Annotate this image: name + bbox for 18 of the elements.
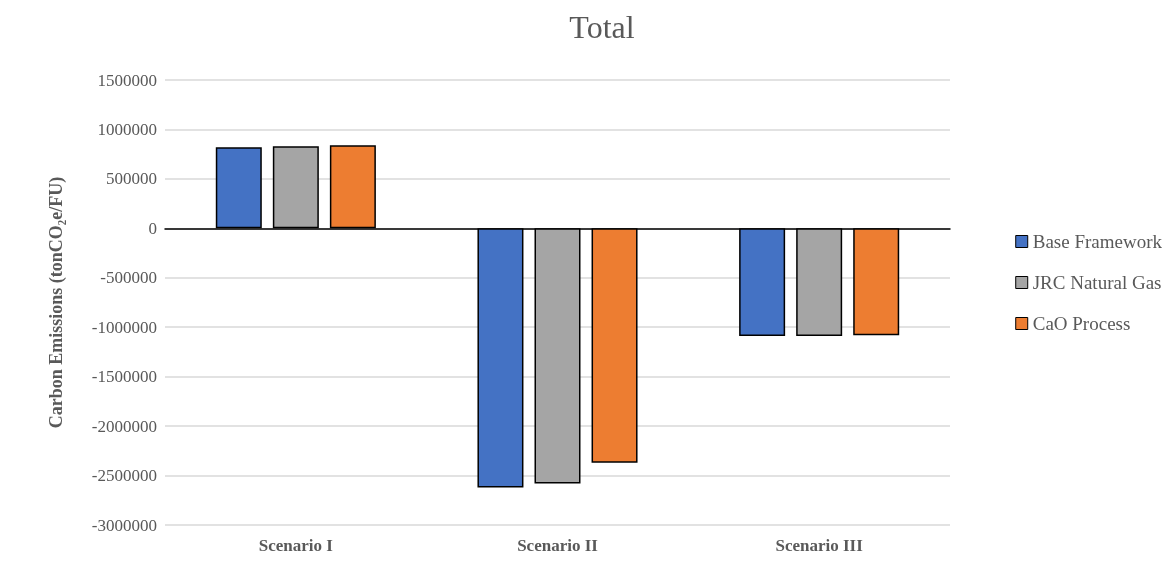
y-tick-label: 1000000 — [97, 119, 157, 139]
y-tick-label: 1500000 — [97, 70, 157, 90]
y-tick-label: -2500000 — [91, 466, 157, 486]
y-tick-label: 0 — [148, 218, 157, 238]
y-tick-label: -1500000 — [91, 367, 157, 387]
y-tick-label: -3000000 — [91, 515, 157, 535]
y-tick-label: -1000000 — [91, 317, 157, 337]
y-axis-title: Carbon Emissions (tonCO₂e/FU) — [46, 176, 67, 429]
x-tick-label: Scenario II — [517, 536, 599, 555]
y-tick-label: -2000000 — [91, 416, 157, 436]
chart-title: Total — [569, 9, 635, 45]
legend-label: CaO Process — [1032, 313, 1131, 334]
y-tick-label: -500000 — [100, 268, 157, 288]
y-tick-label: 500000 — [106, 169, 157, 189]
x-tick-label: Scenario III — [775, 536, 864, 555]
legend-label: Base Framework — [1032, 231, 1163, 252]
x-tick-label: Scenario I — [258, 536, 334, 555]
legend-label: JRC Natural Gas — [1032, 272, 1162, 293]
